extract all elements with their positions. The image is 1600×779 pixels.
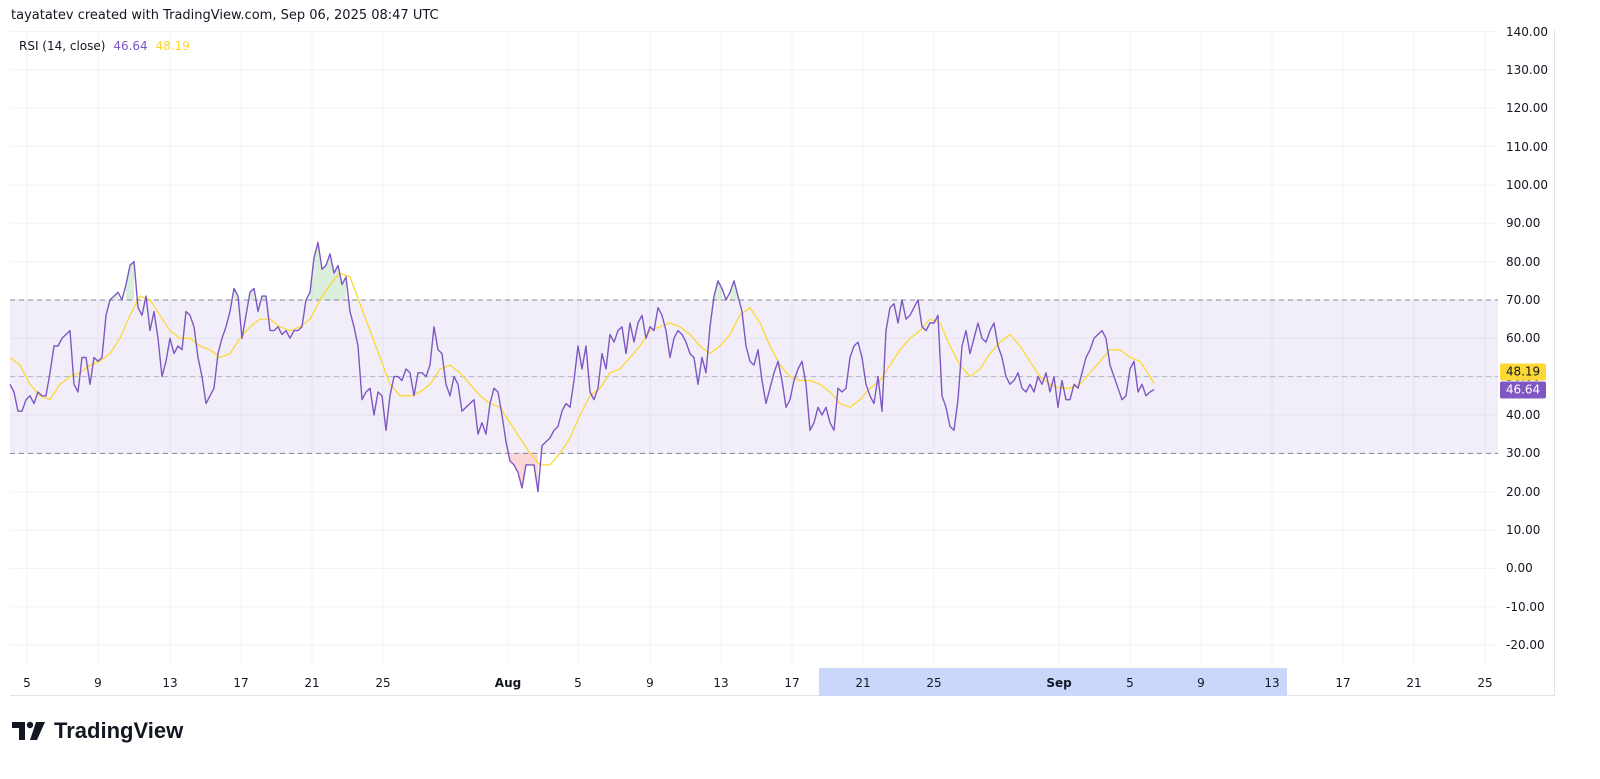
price-axis-label: 40.00 — [1506, 408, 1541, 422]
time-axis-label: 5 — [574, 676, 582, 690]
time-axis-label: 25 — [926, 676, 942, 690]
time-axis-label: 13 — [1264, 676, 1280, 690]
price-axis-label: 20.00 — [1506, 484, 1541, 499]
ma-value: 48.19 — [155, 39, 190, 53]
price-axis-label: -10.00 — [1506, 599, 1545, 614]
ma-price-badge: 48.19 — [1500, 363, 1546, 381]
price-axis-label: 30.00 — [1506, 446, 1541, 461]
time-axis-label: 21 — [1406, 676, 1422, 690]
indicator-legend[interactable]: RSI (14, close) 46.64 48.19 — [19, 39, 190, 53]
time-axis-label: 21 — [855, 676, 871, 690]
rsi-ma-line — [9, 272, 1155, 466]
price-axis-label: 70.00 — [1506, 292, 1541, 307]
price-axis-label: -20.00 — [1506, 638, 1545, 653]
indicator-name: RSI (14, close) — [19, 39, 106, 53]
logo-text: TradingView — [54, 718, 184, 743]
price-axis-label: 90.00 — [1506, 216, 1541, 231]
time-axis-label: 17 — [784, 676, 800, 690]
tradingview-logo[interactable]: TradingView — [12, 718, 183, 744]
time-axis-label: 13 — [162, 676, 178, 690]
rsi-value: 46.64 — [113, 39, 148, 53]
time-axis-label: 5 — [1126, 676, 1134, 690]
time-axis[interactable]: 5 9 13 17 21 25 Aug 5 9 13 17 21 25 Sep 5 9 13 17 21 25 — [10, 668, 1498, 696]
time-axis-label: 25 — [1477, 676, 1493, 690]
rsi-price-badge: 46.64 — [1500, 381, 1546, 399]
time-axis-label: 5 — [23, 676, 31, 690]
time-axis-label: 9 — [94, 676, 102, 690]
time-axis-label: 17 — [233, 676, 249, 690]
time-axis-label: Aug — [494, 676, 522, 690]
price-axis-label: 130.00 — [1506, 62, 1548, 77]
price-axis-label: 10.00 — [1506, 523, 1541, 538]
time-axis-label: 17 — [1335, 676, 1351, 690]
time-axis-label: 25 — [375, 676, 391, 690]
price-axis-label: 60.00 — [1506, 331, 1541, 346]
price-axis-label: 110.00 — [1506, 139, 1548, 154]
price-axis-label: 100.00 — [1506, 177, 1548, 192]
tradingview-logo-icon — [12, 721, 45, 740]
overbought-oversold-fills — [114, 242, 738, 492]
attribution-header: tayatatev created with TradingView.com, … — [11, 8, 439, 23]
time-axis-label: 21 — [304, 676, 320, 690]
rsi-line — [9, 241, 1155, 493]
price-axis-label: 120.00 — [1506, 101, 1548, 116]
selected-range-highlight — [819, 668, 1287, 696]
price-axis-label: 0.00 — [1506, 561, 1533, 576]
time-axis-label: 13 — [713, 676, 729, 690]
chart-pane[interactable] — [10, 30, 1555, 696]
time-axis-label: 9 — [1197, 676, 1205, 690]
price-axis-label: 140.00 — [1506, 24, 1548, 39]
time-axis-label: Sep — [1046, 676, 1072, 690]
time-axis-label: 9 — [646, 676, 654, 690]
price-axis-label: 80.00 — [1506, 254, 1541, 269]
